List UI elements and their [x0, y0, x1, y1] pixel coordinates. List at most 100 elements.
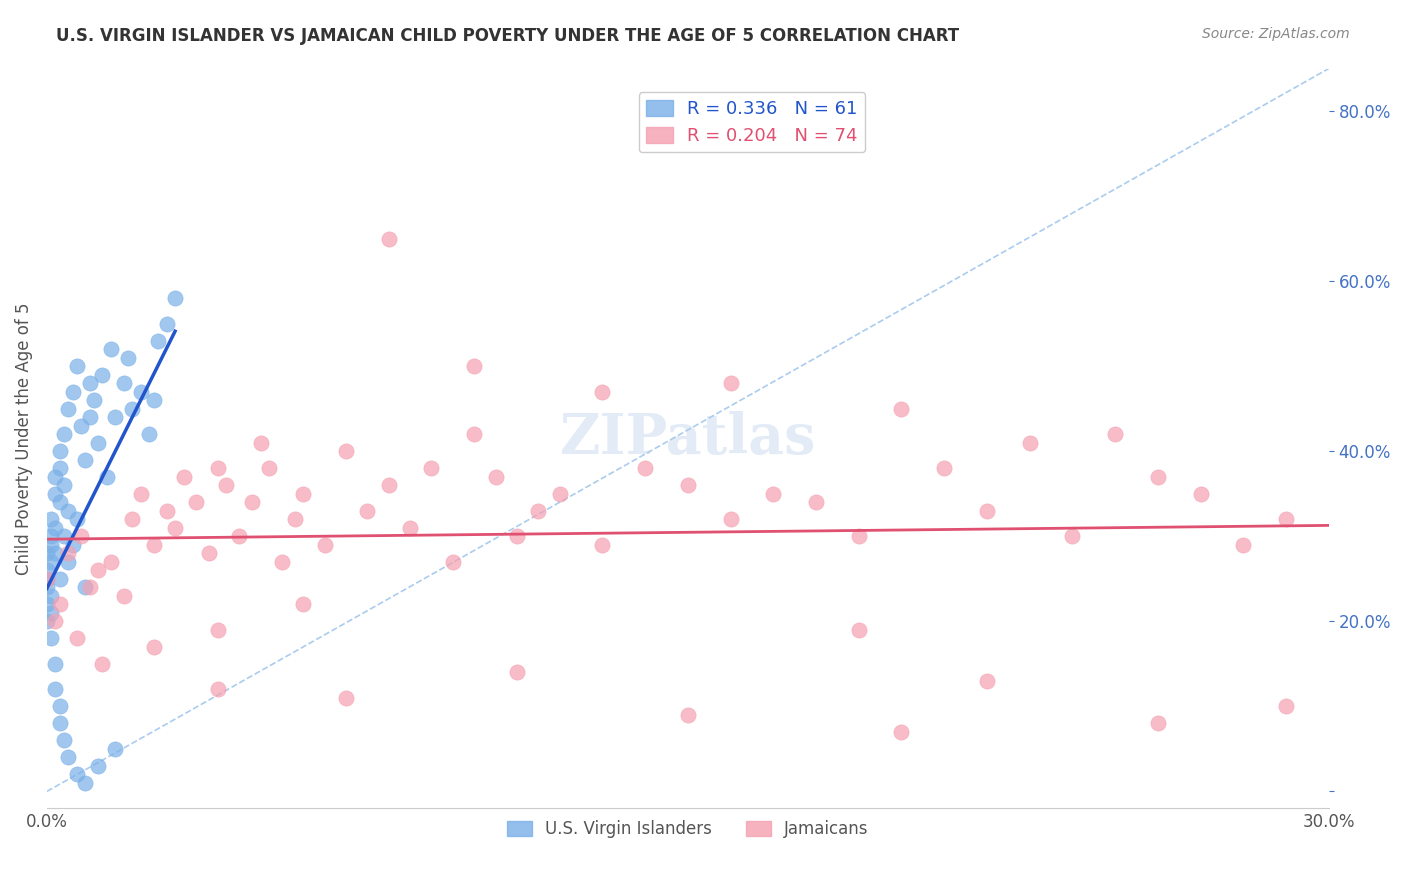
Point [48, 495, 70, 509]
Point [44, 521, 66, 535]
Point [335, 690, 357, 705]
Point [112, 376, 135, 391]
Point [53, 427, 76, 442]
Point [720, 512, 742, 526]
Point [186, 495, 208, 509]
Point [53, 529, 76, 543]
Point [35, 597, 58, 611]
Point [48, 461, 70, 475]
Point [66, 632, 89, 646]
Point [39, 529, 62, 543]
Point [890, 725, 912, 739]
Point [1147, 469, 1170, 483]
Point [70, 418, 93, 433]
Point [249, 435, 271, 450]
Point [138, 427, 160, 442]
Point [48, 699, 70, 714]
Legend: U.S. Virgin Islanders, Jamaicans: U.S. Virgin Islanders, Jamaicans [501, 814, 875, 845]
Point [39, 538, 62, 552]
Point [100, 555, 122, 569]
Point [240, 495, 263, 509]
Point [58, 401, 80, 416]
Point [284, 512, 307, 526]
Point [377, 232, 399, 246]
Point [79, 580, 101, 594]
Point [39, 606, 62, 620]
Point [1189, 487, 1212, 501]
Point [100, 342, 122, 356]
Point [91, 368, 114, 382]
Point [527, 504, 550, 518]
Point [1062, 529, 1084, 543]
Point [848, 623, 870, 637]
Point [976, 504, 998, 518]
Text: U.S. VIRGIN ISLANDER VS JAMAICAN CHILD POVERTY UNDER THE AGE OF 5 CORRELATION CH: U.S. VIRGIN ISLANDER VS JAMAICAN CHILD P… [56, 27, 959, 45]
Point [292, 597, 315, 611]
Point [58, 555, 80, 569]
Point [58, 750, 80, 764]
Point [83, 393, 105, 408]
Point [890, 401, 912, 416]
Point [87, 563, 110, 577]
Point [44, 682, 66, 697]
Point [1275, 512, 1298, 526]
Point [142, 640, 165, 654]
Point [35, 572, 58, 586]
Point [117, 351, 139, 365]
Point [58, 504, 80, 518]
Point [257, 461, 280, 475]
Point [1275, 699, 1298, 714]
Point [270, 555, 292, 569]
Point [1104, 427, 1126, 442]
Point [934, 461, 956, 475]
Point [35, 563, 58, 577]
Point [62, 384, 84, 399]
Point [35, 546, 58, 560]
Point [441, 555, 464, 569]
Point [44, 615, 66, 629]
Point [112, 589, 135, 603]
Point [207, 461, 229, 475]
Point [35, 580, 58, 594]
Point [155, 504, 177, 518]
Point [634, 461, 657, 475]
Point [62, 538, 84, 552]
Point [207, 682, 229, 697]
Point [75, 580, 97, 594]
Point [44, 469, 66, 483]
Point [39, 632, 62, 646]
Point [215, 478, 238, 492]
Point [129, 487, 152, 501]
Point [79, 376, 101, 391]
Point [1232, 538, 1254, 552]
Point [804, 495, 827, 509]
Point [335, 444, 357, 458]
Point [48, 444, 70, 458]
Point [75, 776, 97, 790]
Point [44, 657, 66, 671]
Point [66, 512, 89, 526]
Point [121, 401, 143, 416]
Point [506, 529, 529, 543]
Point [377, 478, 399, 492]
Point [96, 469, 118, 483]
Point [356, 504, 378, 518]
Point [314, 538, 336, 552]
Point [44, 487, 66, 501]
Point [165, 521, 187, 535]
Point [198, 546, 221, 560]
Point [548, 487, 571, 501]
Point [591, 384, 613, 399]
Point [48, 716, 70, 731]
Point [207, 623, 229, 637]
Point [66, 767, 89, 781]
Point [591, 538, 613, 552]
Point [146, 334, 169, 348]
Point [484, 469, 506, 483]
Point [66, 359, 89, 374]
Point [676, 478, 699, 492]
Point [53, 733, 76, 747]
Point [1147, 716, 1170, 731]
Point [35, 615, 58, 629]
Point [1018, 435, 1040, 450]
